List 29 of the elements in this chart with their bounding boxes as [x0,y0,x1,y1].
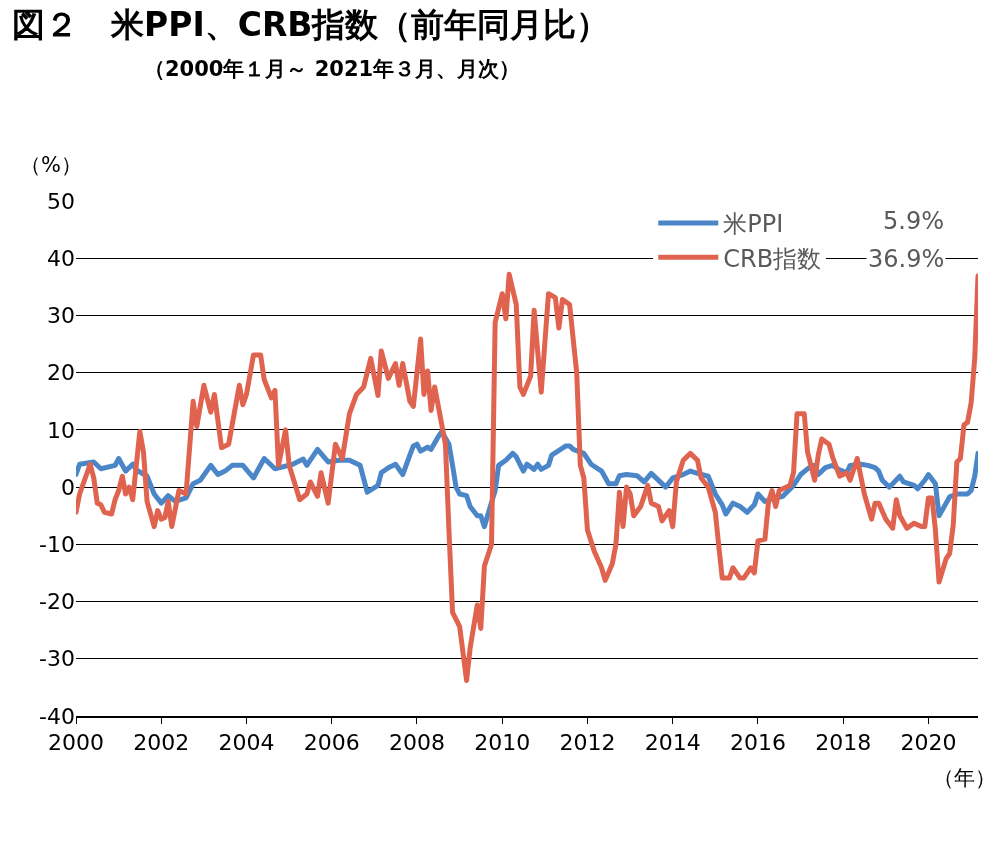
annotation: 5.9% [883,207,944,235]
x-tick-label: 2018 [815,730,872,756]
y-tick-label: -30 [39,646,75,672]
x-tick-label: 2006 [303,730,360,756]
y-tick-label: 50 [47,188,75,214]
x-tick-label: 2014 [644,730,701,756]
x-tick-label: 2002 [133,730,190,756]
y-tick-label: 10 [47,417,75,443]
x-tick-label: 2004 [218,730,275,756]
x-tick-label: 2000 [48,730,104,756]
x-tick-label: 2020 [900,730,957,756]
x-tick-label: 2012 [559,730,616,756]
y-tick-label: -10 [39,532,75,558]
chart-title: 図２ 米PPI、CRB指数（前年同月比） [12,5,610,45]
y-tick-label: -20 [39,589,75,615]
x-axis-title: （年） [933,766,996,790]
annotation: 36.9% [868,245,945,273]
y-tick-label: -40 [39,703,75,729]
x-tick-label: 2016 [729,730,786,756]
y-tick-label: 0 [61,474,75,500]
y-tick-label: 40 [47,245,75,271]
legend-label: 米PPI [723,210,784,239]
y-tick-label: 20 [47,360,75,386]
x-tick-label: 2008 [388,730,445,756]
y-axis-title: （%） [20,153,82,177]
y-tick-label: 30 [47,303,75,329]
chart-subtitle: （2000年１月～ 2021年３月、月次） [144,57,521,81]
x-tick-label: 2010 [474,730,531,756]
legend-label: CRB指数 [723,244,822,273]
